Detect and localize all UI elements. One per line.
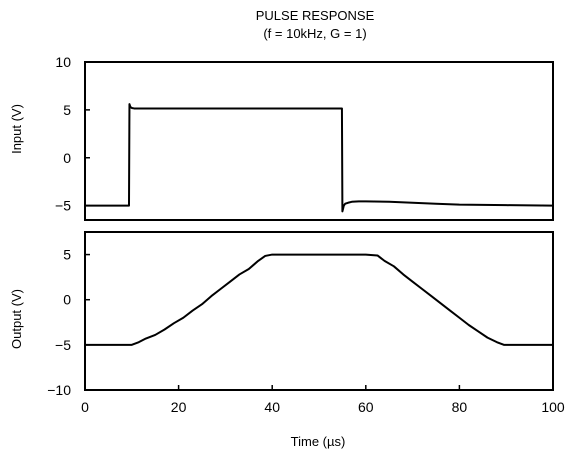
chart-subtitle: (f = 10kHz, G = 1) bbox=[263, 26, 366, 41]
output-signal-line bbox=[85, 253, 553, 346]
x-tick-label: 0 bbox=[81, 399, 89, 415]
y-tick-label: −5 bbox=[55, 198, 71, 214]
x-tick-label: 80 bbox=[452, 399, 468, 415]
x-tick-label: 40 bbox=[264, 399, 280, 415]
y-tick-label: 0 bbox=[63, 292, 71, 308]
x-tick-label: 60 bbox=[358, 399, 374, 415]
x-tick-label: 100 bbox=[541, 399, 565, 415]
y-tick-label: 5 bbox=[63, 102, 71, 118]
output-panel: 5 0 −5 −10 0 20 40 60 80 100 bbox=[47, 231, 565, 415]
y-tick-label: −10 bbox=[47, 382, 71, 398]
y-tick-label: 0 bbox=[63, 150, 71, 166]
plot-frame bbox=[84, 61, 554, 221]
input-y-axis-label: Input (V) bbox=[9, 104, 24, 154]
y-tick-label: 5 bbox=[63, 247, 71, 263]
y-tick-label: −5 bbox=[55, 337, 71, 353]
input-panel: 10 5 0 −5 bbox=[55, 54, 554, 221]
output-y-axis-label: Output (V) bbox=[9, 289, 24, 349]
chart-title: PULSE RESPONSE bbox=[256, 8, 375, 23]
x-tick-label: 20 bbox=[171, 399, 187, 415]
input-signal-line bbox=[85, 103, 554, 213]
plot-frame bbox=[84, 231, 554, 391]
y-tick-label: 10 bbox=[55, 54, 71, 70]
x-axis-label: Time (µs) bbox=[291, 434, 346, 449]
